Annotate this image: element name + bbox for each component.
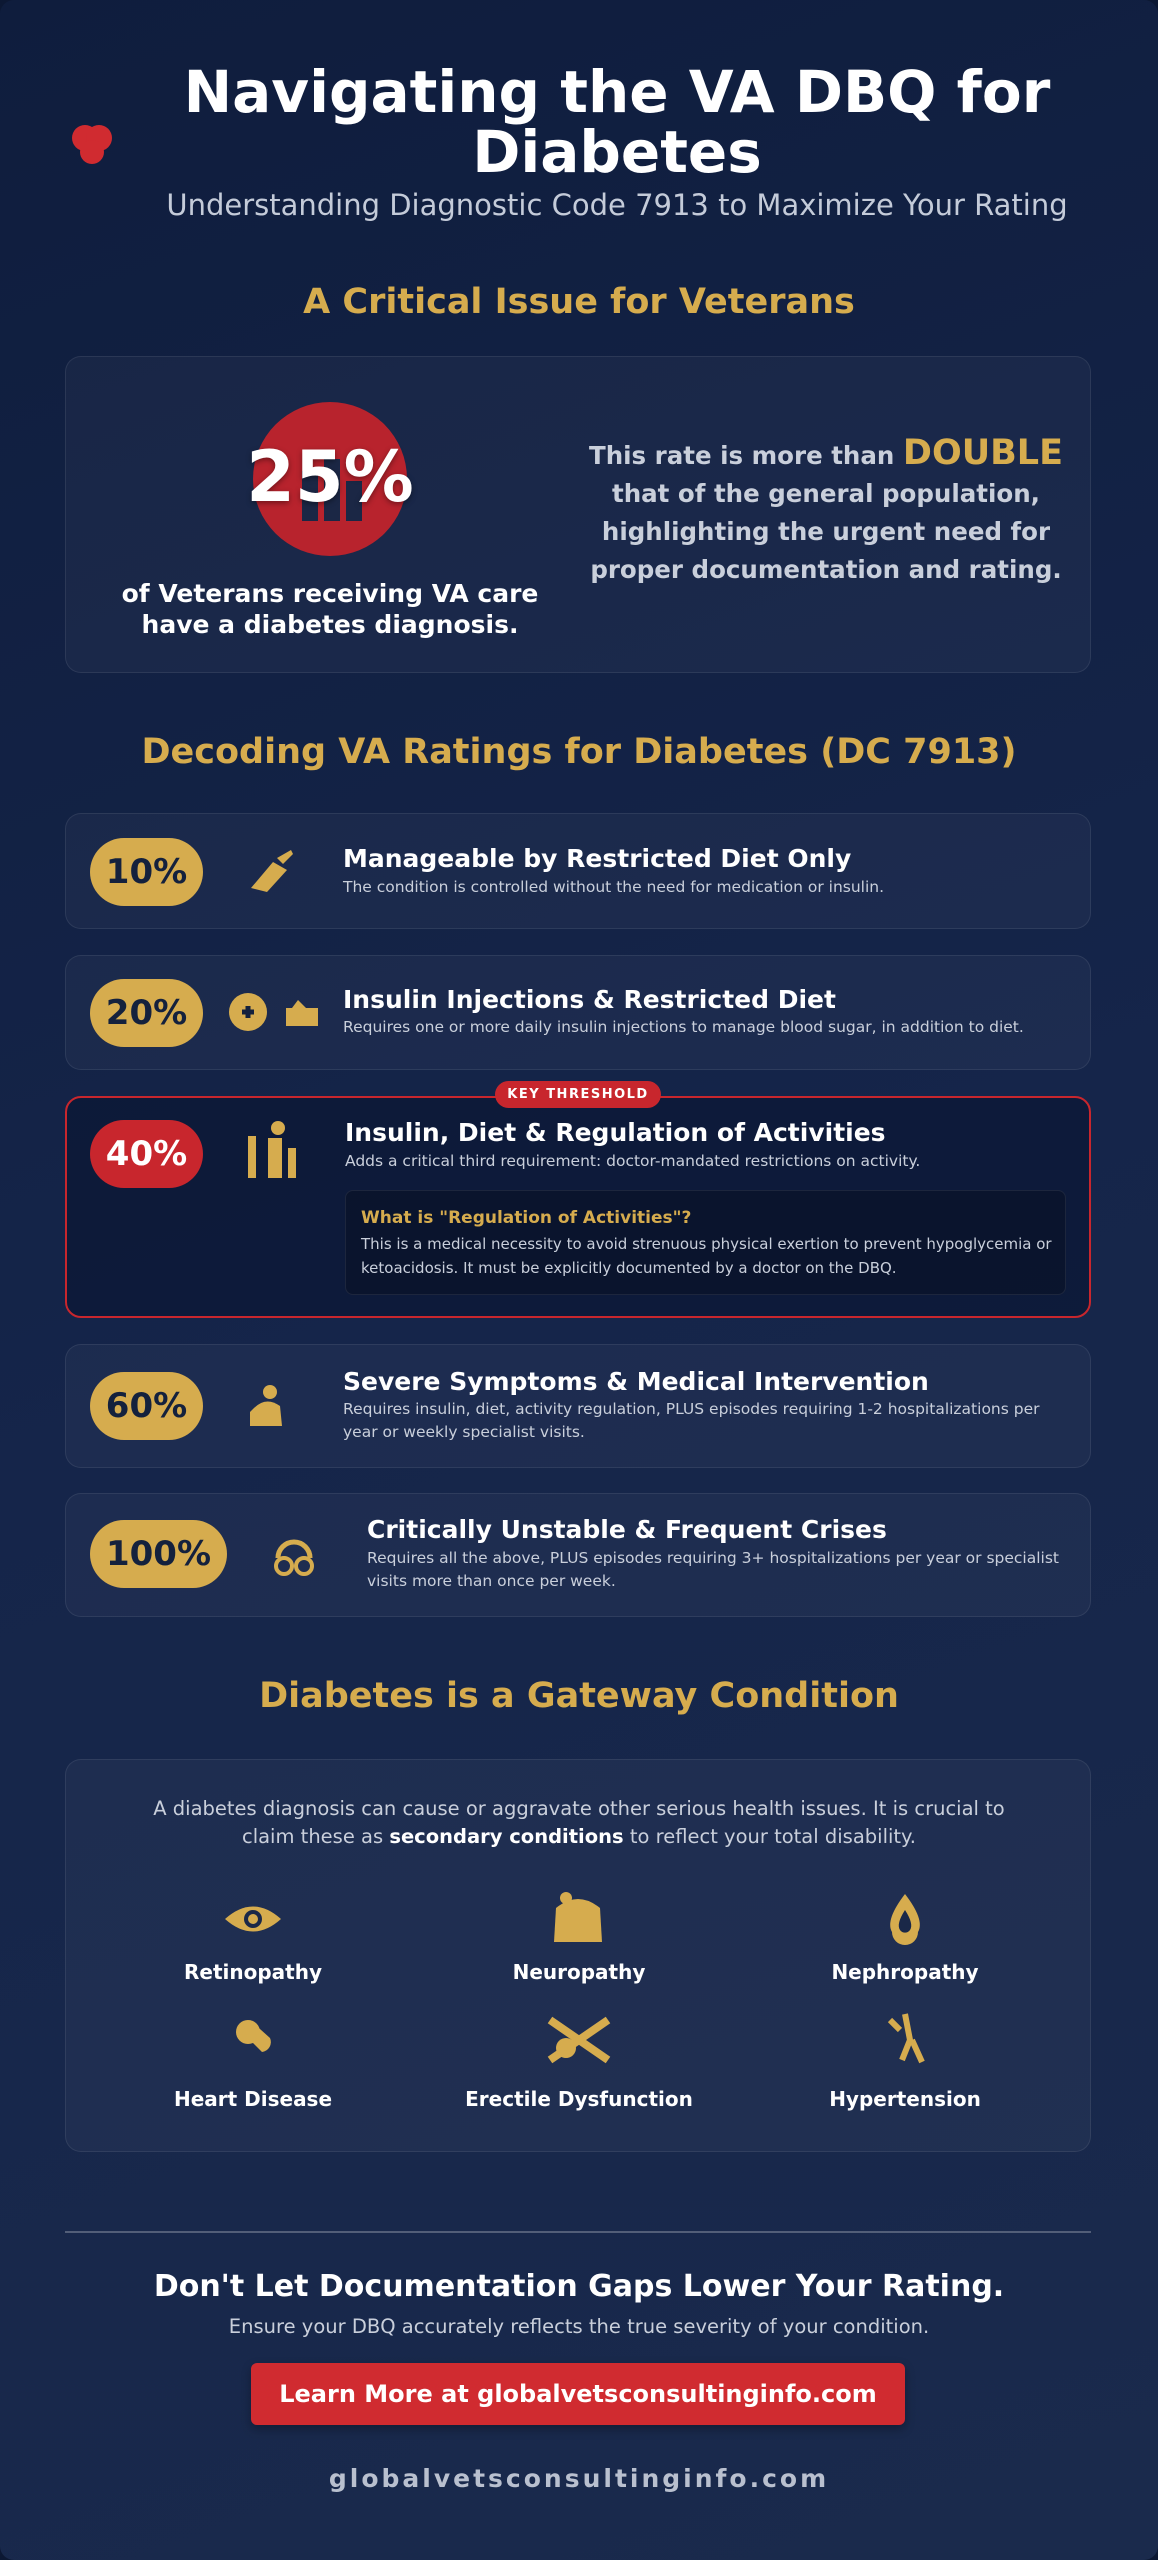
rating-card <box>65 1493 1091 1617</box>
rating-card-highlight <box>65 1096 1091 1318</box>
stat-value: 25% <box>246 436 414 518</box>
rating-title: Manageable by Restricted Diet Only <box>343 844 852 873</box>
rating-pill: 40% <box>90 1120 203 1188</box>
rating-icon <box>248 1121 296 1178</box>
note-emphasis: DOUBLE <box>902 433 1064 473</box>
rating-title: Insulin Injections & Restricted Diet <box>343 985 836 1014</box>
section-heading: Diabetes is a Gateway Condition <box>259 1676 899 1716</box>
cta-subheading: Ensure your DBQ accurately reflects the … <box>228 2315 930 2338</box>
rating-title: Critically Unstable & Frequent Crises <box>367 1515 887 1544</box>
rating-description: Requires one or more daily insulin injec… <box>343 1018 1024 1036</box>
gateway-card <box>65 1759 1091 2152</box>
cta-button[interactable]: Learn More at globalvetsconsultinginfo.c… <box>251 2363 905 2425</box>
stat-circle <box>253 402 407 556</box>
note-box: What is "Regulation of Activities"? This… <box>345 1190 1066 1295</box>
key-badge: KEY THRESHOLD <box>495 1081 661 1108</box>
rating-card <box>65 1344 1091 1468</box>
section-heading: Decoding VA Ratings for Diabetes (DC 791… <box>141 732 1017 772</box>
rating-description: The condition is controlled without the … <box>343 878 885 896</box>
rating-icon <box>251 850 293 892</box>
note-title: What is "Regulation of Activities"? <box>361 1208 692 1228</box>
intro-text: to reflect your total disability. <box>629 1825 917 1848</box>
condition-label: Hypertension <box>829 2087 981 2111</box>
stat-card <box>65 356 1091 673</box>
header-icon <box>72 125 112 164</box>
rating-icon <box>274 1539 314 1576</box>
rating-icon <box>229 993 318 1031</box>
stat-note: This rate is more than DOUBLE that of th… <box>586 434 1066 589</box>
condition-label: Erectile Dysfunction <box>465 2087 693 2111</box>
footer-link[interactable]: globalvetsconsultinginfo.com <box>328 2464 830 2493</box>
condition-label: Retinopathy <box>183 1960 322 1984</box>
section-heading: A Critical Issue for Veterans <box>303 282 855 322</box>
rating-card <box>65 813 1091 929</box>
title: Navigating the VA DBQ for Diabetes <box>183 58 1051 186</box>
condition-icons <box>225 1892 925 2064</box>
stat-caption: of Veterans receiving VA care have a dia… <box>121 579 539 639</box>
rating-icon <box>250 1385 282 1426</box>
rating-pill: 100% <box>90 1520 227 1588</box>
divider <box>65 2231 1091 2233</box>
intro-text: A diabetes diagnosis can cause or aggrav… <box>153 1797 1005 1848</box>
rating-card <box>65 955 1091 1070</box>
rating-title: Insulin, Diet & Regulation of Activities <box>345 1118 886 1147</box>
subtitle: Understanding Diagnostic Code 7913 to Ma… <box>166 188 1068 222</box>
rating-pill: 10% <box>90 838 203 906</box>
rating-title: Severe Symptoms & Medical Intervention <box>343 1367 929 1396</box>
rating-description: Adds a critical third requirement: docto… <box>345 1152 921 1170</box>
cta-heading: Don't Let Documentation Gaps Lower Your … <box>153 2269 1005 2304</box>
note-text: This is a medical necessity to avoid str… <box>361 1235 1052 1277</box>
condition-label: Nephropathy <box>831 1960 979 1984</box>
note-text: This rate is more than <box>588 441 895 470</box>
rating-pill: 20% <box>90 979 203 1047</box>
rating-description: Requires insulin, diet, activity regulat… <box>343 1400 1040 1441</box>
condition-label: Heart Disease <box>173 2087 333 2111</box>
intro-bold: secondary conditions <box>389 1825 624 1848</box>
note-text: that of the general population, highligh… <box>590 479 1062 584</box>
condition-label: Neuropathy <box>512 1960 646 1984</box>
rating-pill: 60% <box>90 1372 203 1440</box>
gateway-intro: A diabetes diagnosis can cause or aggrav… <box>140 1795 1018 1851</box>
rating-description: Requires all the above, PLUS episodes re… <box>367 1549 1060 1590</box>
